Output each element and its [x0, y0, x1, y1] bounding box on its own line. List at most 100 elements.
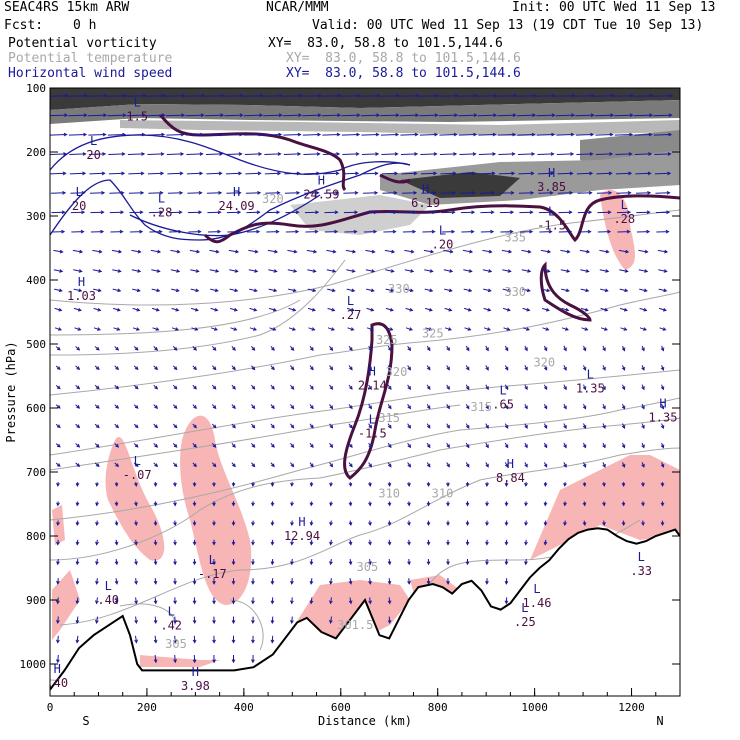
wind-vector-head [426, 366, 431, 371]
wind-vector [307, 269, 316, 272]
wind-vector-head [433, 152, 438, 156]
wind-vector-head [232, 463, 236, 468]
theta-contour-label: 315 [470, 400, 492, 414]
wind-vector-head [56, 463, 61, 467]
wind-vector-head [153, 561, 158, 566]
wind-vector-head [134, 502, 138, 507]
wind-vector [541, 269, 550, 272]
wind-vector [634, 134, 652, 136]
wind-vector-head [193, 405, 197, 409]
wind-vector-head [565, 327, 569, 331]
wind-vector-head [524, 347, 528, 352]
wind-vector [50, 172, 66, 175]
y-tick-label: 100 [26, 82, 46, 95]
wind-vector-head [485, 463, 489, 468]
wind-vector [360, 95, 380, 97]
wind-vector-head [387, 482, 392, 487]
wind-vector-head [56, 385, 61, 390]
wind-vector-head [526, 327, 530, 331]
wind-vector-head [121, 152, 126, 156]
wind-vector-head [100, 210, 105, 215]
wind-vector-head [368, 347, 372, 352]
wind-vector [135, 635, 137, 643]
wind-vector [459, 172, 476, 175]
wind-vector [150, 249, 161, 253]
wind-vector-head [153, 522, 158, 527]
wind-vector-head [543, 522, 548, 527]
wind-vector-head [393, 210, 398, 215]
wind-vector-head [156, 288, 161, 293]
wind-vector-head [524, 522, 528, 527]
wind-vector [184, 95, 205, 97]
wind-vector-head [512, 113, 517, 118]
wind-vector-head [312, 269, 317, 273]
wind-vector-head [271, 463, 275, 468]
wind-vector-head [543, 463, 548, 468]
wind-vector [340, 95, 361, 97]
wind-vector-head [232, 366, 236, 371]
wind-vector-head [232, 347, 236, 351]
wind-vector-head [465, 366, 470, 371]
wind-vector [151, 307, 160, 311]
wind-vector-head [465, 463, 470, 468]
wind-vector-head [220, 93, 225, 98]
wind-vector-head [95, 522, 99, 527]
wind-vector-head [75, 541, 80, 546]
wind-vector-head [532, 113, 537, 118]
wind-vector-head [251, 463, 256, 468]
wind-vector-head [153, 541, 158, 546]
wind-vector-head [317, 113, 322, 118]
wind-vector [574, 95, 595, 97]
wind-vector-head [278, 113, 283, 118]
wind-vector [73, 307, 82, 311]
wind-vector [87, 114, 107, 117]
wind-vector [420, 172, 437, 175]
pv-extremum-value: .33 [630, 564, 652, 578]
wind-vector-head [426, 347, 431, 352]
wind-vector-head [641, 366, 645, 371]
wind-vector-head [290, 541, 294, 546]
wind-vector-head [407, 522, 411, 527]
theta-contour-label: 330 [388, 282, 410, 296]
wind-vector-head [356, 132, 361, 137]
wind-vector-head [582, 347, 587, 352]
wind-vector [224, 114, 243, 117]
wind-vector [342, 153, 359, 155]
wind-vector-head [75, 600, 80, 605]
wind-vector-head [258, 152, 263, 156]
wind-vector-head [546, 288, 551, 293]
wind-vector-head [173, 366, 178, 371]
wind-vector-head [647, 171, 652, 176]
wind-vector [498, 172, 515, 175]
wind-vector [600, 288, 608, 292]
wind-vector [638, 269, 648, 272]
wind-vector-head [429, 269, 434, 273]
wind-vector-head [493, 93, 498, 98]
wind-vector-head [122, 132, 127, 137]
wind-vector [463, 269, 472, 272]
wind-vector-head [197, 229, 202, 234]
wind-vector-head [629, 113, 634, 118]
wind-vector-head [76, 463, 81, 468]
wind-vector-head [472, 152, 477, 156]
wind-vector [618, 249, 629, 253]
wind-vector-head [543, 424, 548, 429]
wind-vector-head [154, 463, 159, 468]
wind-vector-head [153, 580, 158, 585]
wind-vector-head [569, 190, 574, 195]
wind-vector-head [217, 229, 222, 234]
wind-vector-head [95, 385, 100, 390]
wind-vector [482, 269, 492, 272]
wind-vector-head [173, 502, 177, 507]
wind-vector [516, 114, 536, 117]
wind-vector-head [621, 425, 626, 430]
wind-vector-head [435, 93, 440, 98]
wind-vector-head [154, 385, 159, 390]
wind-vector-head [270, 482, 275, 487]
wind-vector-head [392, 229, 397, 234]
y-tick-label: 200 [26, 146, 46, 159]
wind-vector-head [173, 463, 178, 468]
wind-vector [57, 635, 59, 643]
wind-vector-head [134, 482, 138, 487]
wind-vector [401, 172, 417, 175]
